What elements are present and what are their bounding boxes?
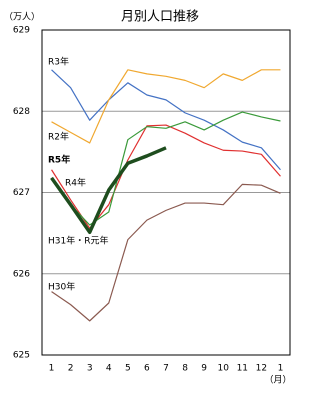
legend-label: R3年 [48, 56, 69, 68]
x-tick-label: 9 [201, 364, 207, 374]
legend-label: R4年 [65, 177, 86, 189]
y-tick-label: 626 [13, 269, 30, 279]
x-tick-label: 7 [163, 364, 169, 374]
y-tick-label: 625 [13, 351, 30, 361]
chart-title: 月別人口推移 [121, 10, 199, 25]
legend-label: R2年 [48, 131, 69, 143]
y-tick-label: 628 [13, 107, 30, 117]
series-line [50, 146, 167, 235]
plot-border [41, 29, 291, 356]
x-tick-label: 12 [256, 364, 267, 374]
series-line [51, 69, 281, 144]
legend-label: R5年 [48, 154, 70, 166]
x-tick-label: 3 [87, 364, 93, 374]
series-line [51, 69, 281, 171]
x-tick-label: 6 [144, 364, 150, 374]
background [0, 0, 303, 397]
y-tick-label: 627 [13, 188, 30, 198]
x-tick-label: 5 [125, 364, 131, 374]
legend-label: H31年・R元年 [48, 235, 108, 247]
legend-label: H30年 [48, 281, 75, 293]
x-tick-label: 8 [182, 364, 188, 374]
y-tick-label: 629 [13, 26, 30, 36]
x-tick-label: 10 [218, 364, 230, 374]
x-tick-label: 11 [237, 364, 248, 374]
x-tick-label: 1 [278, 364, 284, 374]
series-line [51, 111, 281, 226]
x-tick-label: 1 [49, 364, 55, 374]
x-axis-label: （月） [264, 375, 291, 386]
x-tick-label: 2 [68, 364, 74, 374]
series-line [51, 183, 281, 322]
x-tick-label: 4 [106, 364, 112, 374]
y-axis-label: （万人） [4, 12, 40, 23]
